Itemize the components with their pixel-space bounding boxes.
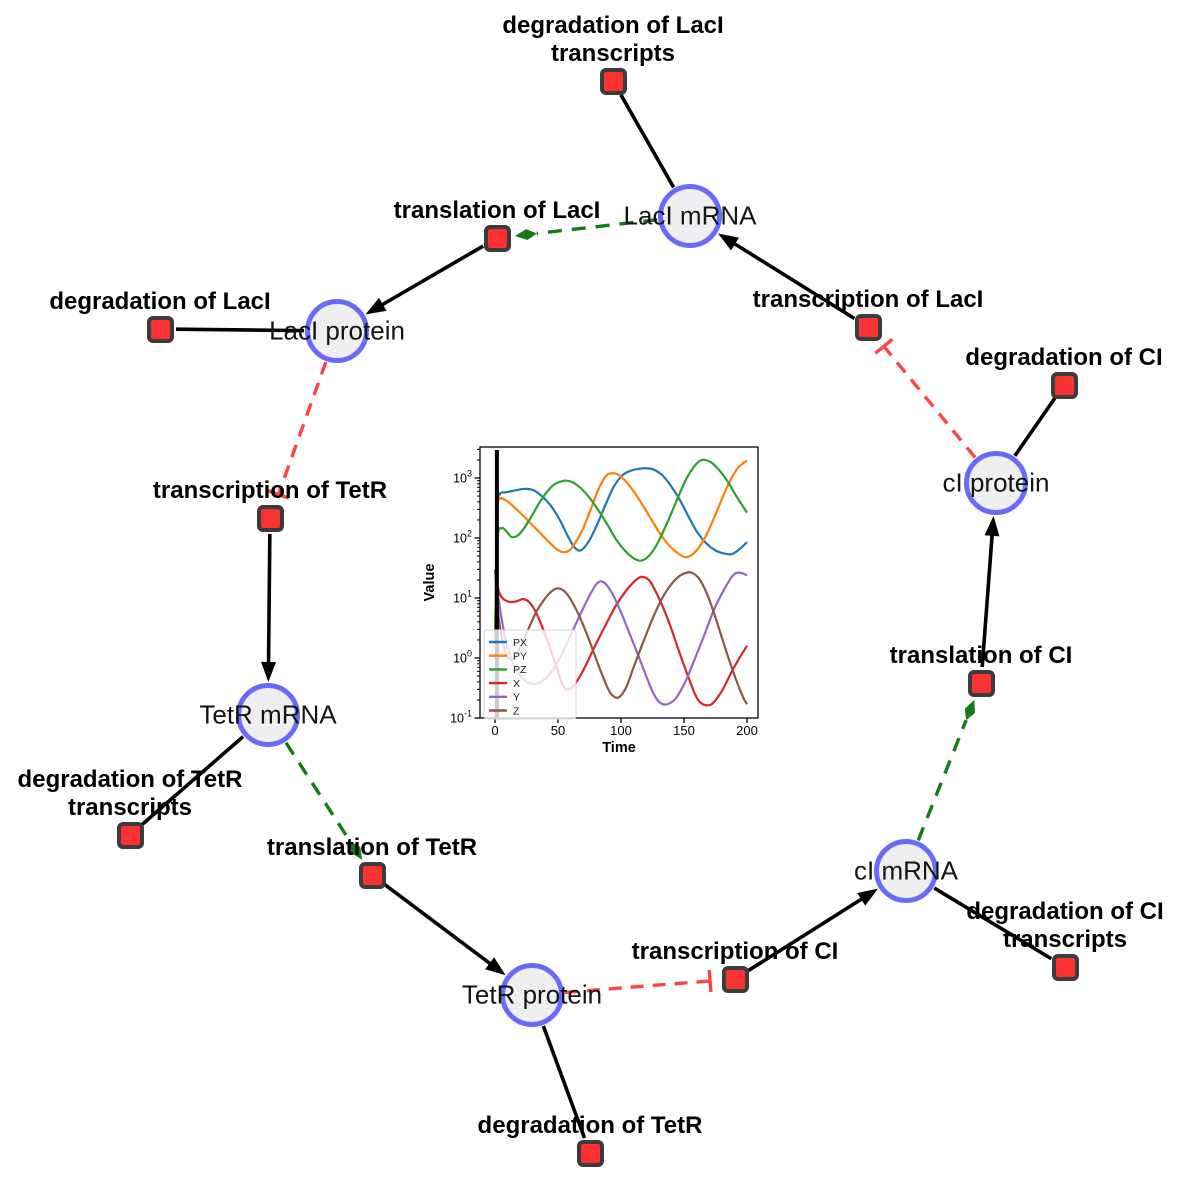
edge-ci_mrna-transl_ci bbox=[916, 699, 975, 841]
edge-ci_protein-deg_ci bbox=[1013, 397, 1057, 457]
edge-transl_laci-laci_protein bbox=[365, 244, 485, 315]
inset-chart: 0 50 100 150 20010-1100101102103TimeValuePXP… bbox=[422, 446, 759, 756]
legend-label-X: X bbox=[513, 678, 520, 690]
x-tick-label: 150 bbox=[673, 723, 695, 738]
y-axis-label: Value bbox=[422, 564, 438, 602]
edge-tetr_protein-deg_tetr bbox=[541, 1025, 587, 1139]
series-line-PZ bbox=[493, 458, 748, 640]
edge-laci_protein-transc_tetr bbox=[267, 361, 328, 500]
legend-label-PY: PY bbox=[513, 651, 527, 663]
legend-label-Y: Y bbox=[513, 692, 520, 704]
x-tick-label: 0 bbox=[491, 723, 498, 738]
edge-tetr_protein-transc_ci bbox=[564, 969, 713, 995]
edge-transl_ci-ci_protein bbox=[980, 515, 1000, 668]
edge-transc_tetr-tetr_mrna bbox=[261, 533, 277, 683]
y-tick-label: 101 bbox=[453, 589, 472, 606]
legend-label-PZ: PZ bbox=[513, 664, 527, 676]
plot-frame bbox=[479, 446, 759, 719]
x-tick-label: 200 bbox=[736, 723, 758, 738]
edge-ci_mrna-deg_ci_tx bbox=[933, 886, 1053, 961]
x-axis-label: Time bbox=[602, 740, 636, 756]
edge-transc_laci-laci_mrna bbox=[718, 233, 856, 321]
y-tick-label: 103 bbox=[453, 469, 472, 486]
edge-laci_mrna-transl_laci bbox=[514, 218, 658, 241]
edge-transc_ci-ci_mrna bbox=[747, 888, 879, 972]
y-tick-label: 100 bbox=[453, 649, 472, 666]
edge-laci_protein-deg_laci bbox=[175, 327, 305, 333]
x-tick-label: 50 bbox=[551, 723, 565, 738]
edge-transl_tetr-tetr_protein bbox=[383, 883, 506, 976]
legend-label-Z: Z bbox=[513, 705, 520, 717]
y-tick-label: 102 bbox=[453, 529, 472, 546]
edge-ci_protein-transc_laci bbox=[874, 338, 977, 459]
series-line-X bbox=[493, 569, 748, 707]
edge-tetr_mrna-deg_tetr_tx bbox=[140, 735, 245, 826]
y-tick-label: 10-1 bbox=[450, 709, 472, 726]
x-tick-label: 100 bbox=[610, 723, 632, 738]
edge-tetr_mrna-transl_tetr bbox=[284, 741, 363, 860]
edge-laci_mrna-deg_laci_tx bbox=[619, 94, 676, 189]
series-line-PX bbox=[493, 467, 748, 640]
series-line-PY bbox=[493, 459, 748, 640]
series-line-Z bbox=[493, 569, 748, 705]
legend-label-PX: PX bbox=[513, 637, 527, 649]
